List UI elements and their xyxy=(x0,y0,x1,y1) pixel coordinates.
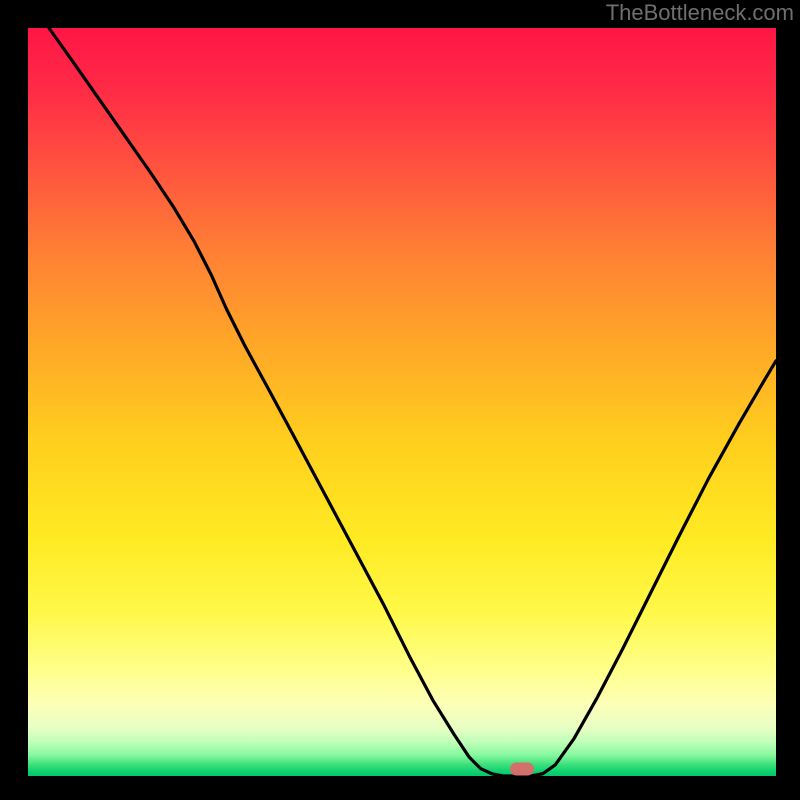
chart-frame: TheBottleneck.com xyxy=(0,0,800,800)
watermark-text: TheBottleneck.com xyxy=(606,0,794,26)
bottleneck-curve xyxy=(0,0,800,800)
bottleneck-marker xyxy=(510,763,534,776)
